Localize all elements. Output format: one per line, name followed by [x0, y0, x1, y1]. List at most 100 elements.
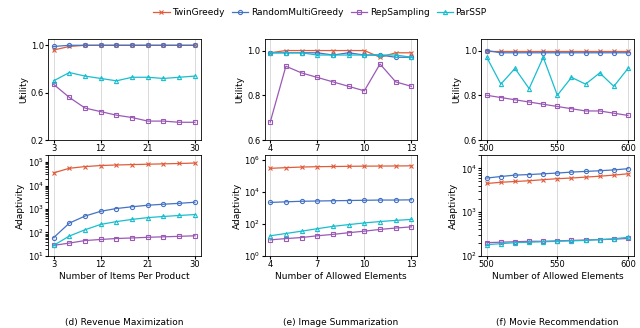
TwinGreedy [345, 164, 353, 168]
ParSSP [392, 53, 399, 57]
RandomMultiGreedy [266, 51, 274, 55]
ParSSP [191, 213, 198, 216]
TwinGreedy [81, 43, 89, 47]
RandomMultiGreedy [408, 198, 415, 202]
TwinGreedy [610, 49, 618, 52]
RepSampling [128, 115, 136, 119]
TwinGreedy [497, 49, 505, 52]
TwinGreedy [511, 49, 519, 52]
RepSampling [376, 62, 384, 66]
RepSampling [596, 109, 604, 113]
TwinGreedy [497, 180, 505, 184]
RepSampling [483, 93, 491, 97]
RepSampling [298, 236, 305, 239]
RandomMultiGreedy [81, 214, 89, 218]
ParSSP [511, 241, 519, 245]
TwinGreedy [266, 51, 274, 55]
TwinGreedy [97, 43, 104, 47]
RepSampling [554, 105, 561, 109]
RandomMultiGreedy [175, 201, 183, 205]
TwinGreedy [554, 177, 561, 181]
Line: RepSampling: RepSampling [268, 62, 413, 124]
RandomMultiGreedy [266, 200, 274, 204]
TwinGreedy [144, 162, 152, 166]
RandomMultiGreedy [282, 51, 290, 55]
TwinGreedy [540, 178, 547, 182]
TwinGreedy [298, 165, 305, 169]
RandomMultiGreedy [298, 199, 305, 203]
ParSSP [345, 223, 353, 227]
RandomMultiGreedy [568, 51, 575, 55]
Y-axis label: Adaptivity: Adaptivity [232, 182, 241, 229]
TwinGreedy [175, 43, 183, 47]
TwinGreedy [81, 165, 89, 169]
RandomMultiGreedy [610, 51, 618, 55]
RepSampling [610, 237, 618, 241]
TwinGreedy [329, 49, 337, 52]
RepSampling [360, 89, 368, 93]
RandomMultiGreedy [50, 236, 58, 239]
TwinGreedy [282, 49, 290, 52]
RandomMultiGreedy [525, 51, 533, 55]
RepSampling [144, 119, 152, 123]
RandomMultiGreedy [376, 53, 384, 57]
ParSSP [298, 51, 305, 55]
Line: RandomMultiGreedy: RandomMultiGreedy [52, 43, 197, 49]
ParSSP [540, 55, 547, 59]
RandomMultiGreedy [596, 169, 604, 173]
ParSSP [497, 242, 505, 246]
TwinGreedy [314, 49, 321, 52]
Text: (e) Image Summarization: (e) Image Summarization [283, 318, 399, 327]
ParSSP [408, 217, 415, 221]
RandomMultiGreedy [314, 51, 321, 55]
ParSSP [408, 55, 415, 59]
RandomMultiGreedy [554, 171, 561, 175]
RandomMultiGreedy [525, 173, 533, 176]
Y-axis label: Utility: Utility [452, 76, 461, 103]
TwinGreedy [314, 165, 321, 169]
TwinGreedy [525, 179, 533, 183]
Line: ParSSP: ParSSP [484, 55, 630, 97]
RepSampling [144, 235, 152, 239]
X-axis label: Number of Allowed Elements: Number of Allowed Elements [275, 272, 406, 281]
TwinGreedy [128, 163, 136, 167]
RepSampling [97, 110, 104, 113]
RandomMultiGreedy [392, 55, 399, 59]
ParSSP [329, 224, 337, 228]
RepSampling [128, 236, 136, 240]
RepSampling [81, 106, 89, 110]
TwinGreedy [113, 163, 120, 167]
RandomMultiGreedy [582, 51, 589, 55]
RepSampling [329, 233, 337, 236]
RandomMultiGreedy [511, 173, 519, 177]
ParSSP [65, 71, 73, 74]
ParSSP [175, 75, 183, 79]
ParSSP [282, 232, 290, 236]
TwinGreedy [97, 164, 104, 168]
Line: RepSampling: RepSampling [52, 234, 197, 247]
RepSampling [360, 229, 368, 233]
Line: RepSampling: RepSampling [484, 93, 630, 117]
RepSampling [624, 236, 632, 240]
Y-axis label: Adaptivity: Adaptivity [449, 182, 458, 229]
TwinGreedy [568, 49, 575, 52]
ParSSP [128, 75, 136, 79]
RandomMultiGreedy [329, 199, 337, 203]
RepSampling [50, 82, 58, 86]
ParSSP [360, 221, 368, 225]
RandomMultiGreedy [113, 207, 120, 211]
ParSSP [554, 93, 561, 97]
TwinGreedy [191, 161, 198, 165]
RandomMultiGreedy [159, 43, 167, 47]
ParSSP [582, 238, 589, 242]
RepSampling [282, 64, 290, 68]
ParSSP [497, 82, 505, 86]
RandomMultiGreedy [540, 51, 547, 55]
Text: (b) Image Summarization: (b) Image Summarization [283, 202, 399, 212]
RandomMultiGreedy [483, 176, 491, 180]
RandomMultiGreedy [282, 200, 290, 204]
TwinGreedy [624, 49, 632, 52]
TwinGreedy [144, 43, 152, 47]
TwinGreedy [408, 164, 415, 168]
ParSSP [113, 79, 120, 83]
